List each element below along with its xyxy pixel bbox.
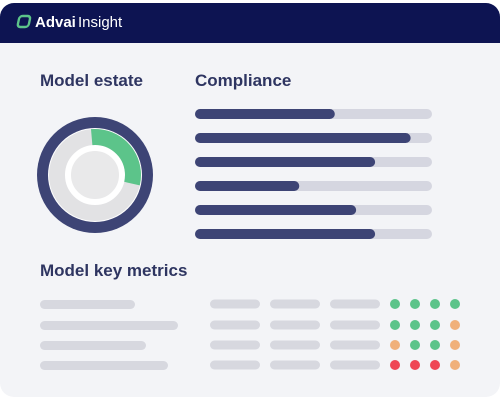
status-dot	[450, 360, 460, 370]
bar	[195, 109, 335, 119]
placeholder	[330, 299, 380, 309]
placeholder	[330, 340, 380, 350]
placeholder	[40, 341, 146, 350]
bar	[195, 205, 357, 215]
placeholder	[210, 320, 260, 330]
brand: Advai	[35, 14, 76, 31]
bar	[195, 229, 376, 239]
placeholder	[40, 321, 178, 330]
placeholder	[40, 300, 135, 309]
status-dot	[450, 320, 460, 330]
logo	[16, 14, 32, 29]
placeholder	[210, 340, 260, 350]
status-dot	[450, 340, 460, 350]
header-bar	[0, 3, 500, 43]
bar	[195, 181, 300, 191]
status-dot	[390, 340, 400, 350]
status-dot	[390, 299, 400, 309]
placeholder	[270, 299, 320, 309]
placeholder	[330, 360, 380, 370]
bar	[195, 133, 411, 143]
card	[0, 3, 500, 397]
donut-center	[69, 149, 121, 201]
placeholder	[210, 299, 260, 309]
donut	[49, 128, 141, 221]
placeholder	[270, 320, 320, 330]
section-title: Model estate	[40, 71, 143, 90]
bar	[195, 157, 376, 167]
placeholder	[330, 320, 380, 330]
status-dot	[450, 299, 460, 309]
donut-segment	[49, 128, 141, 221]
status-dot	[410, 320, 420, 330]
section-title: Model key metrics	[40, 261, 187, 280]
section-title: Compliance	[195, 71, 291, 90]
status-dot	[430, 340, 440, 350]
metrics	[210, 299, 460, 370]
status-dot	[430, 299, 440, 309]
placeholder	[270, 360, 320, 370]
status-dot	[390, 320, 400, 330]
status-dot	[390, 360, 400, 370]
status-dot	[410, 360, 420, 370]
status-dot	[410, 299, 420, 309]
placeholder	[210, 360, 260, 370]
status-dot	[430, 360, 440, 370]
status-dot	[430, 320, 440, 330]
product: Insight	[78, 14, 123, 31]
placeholder	[40, 361, 168, 370]
status-dot	[410, 340, 420, 350]
placeholder	[270, 340, 320, 350]
